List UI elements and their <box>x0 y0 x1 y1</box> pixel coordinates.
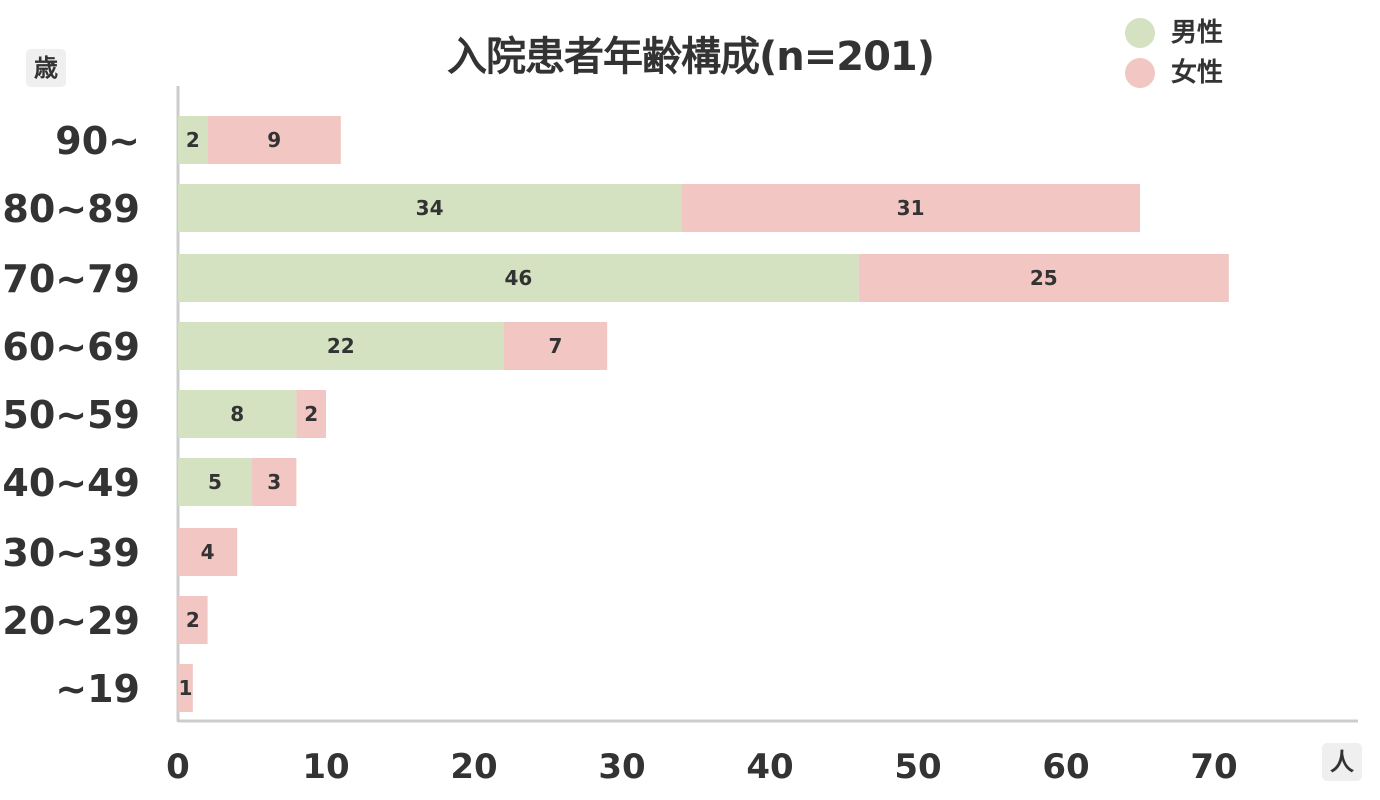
y-axis-unit: 歳 <box>26 49 66 87</box>
data-label: 31 <box>897 196 925 220</box>
data-label: 3 <box>267 470 281 494</box>
bar-female <box>178 596 208 644</box>
data-label: 25 <box>1030 266 1058 290</box>
legend-label-male: 男性 <box>1171 18 1224 48</box>
data-label: 2 <box>186 608 200 632</box>
data-label: 22 <box>327 334 355 358</box>
bar-female <box>296 390 326 438</box>
data-label: 2 <box>304 402 318 426</box>
legend-swatch-female <box>1125 58 1155 88</box>
bar-male <box>178 254 859 302</box>
x-tick-label: 20 <box>450 747 497 787</box>
data-label: 2 <box>186 128 200 152</box>
bar-female <box>178 664 193 712</box>
category-label: 20~29 <box>2 599 140 643</box>
x-tick-label: 0 <box>166 747 190 787</box>
x-axis-unit: 人 <box>1322 743 1362 781</box>
bar-female <box>681 184 1140 232</box>
category-label: 60~69 <box>2 325 140 369</box>
category-label: 90~ <box>55 119 140 163</box>
x-tick-label: 40 <box>746 747 793 787</box>
x-tick-label: 10 <box>302 747 349 787</box>
bar-male <box>178 322 504 370</box>
bar-male <box>178 390 297 438</box>
data-label: 5 <box>208 470 222 494</box>
category-label: 70~79 <box>2 257 140 301</box>
data-label: 7 <box>548 334 562 358</box>
category-label: 80~89 <box>2 187 140 231</box>
bar-male <box>178 458 252 506</box>
bar-female <box>252 458 297 506</box>
legend-label-female: 女性 <box>1171 58 1224 88</box>
category-label: 30~39 <box>2 531 140 575</box>
data-label: 46 <box>504 266 532 290</box>
bar-female <box>503 322 608 370</box>
x-tick-label: 60 <box>1042 747 1089 787</box>
data-label: 1 <box>178 676 192 700</box>
data-label: 8 <box>230 402 244 426</box>
data-label: 9 <box>267 128 281 152</box>
x-tick-label: 70 <box>1190 747 1237 787</box>
data-label: 34 <box>416 196 444 220</box>
x-tick-label: 30 <box>598 747 645 787</box>
x-tick-label: 50 <box>894 747 941 787</box>
category-label: 50~59 <box>2 393 140 437</box>
legend-swatch-male <box>1125 18 1155 48</box>
chart-title: 入院患者年齢構成(n=201) <box>447 34 935 80</box>
bar-male <box>178 116 208 164</box>
bar-male <box>178 184 682 232</box>
category-label: 40~49 <box>2 461 140 505</box>
bar-female <box>858 254 1229 302</box>
bar-female <box>178 528 238 576</box>
data-label: 4 <box>201 540 215 564</box>
bar-female <box>207 116 341 164</box>
category-label: ~19 <box>55 667 140 711</box>
